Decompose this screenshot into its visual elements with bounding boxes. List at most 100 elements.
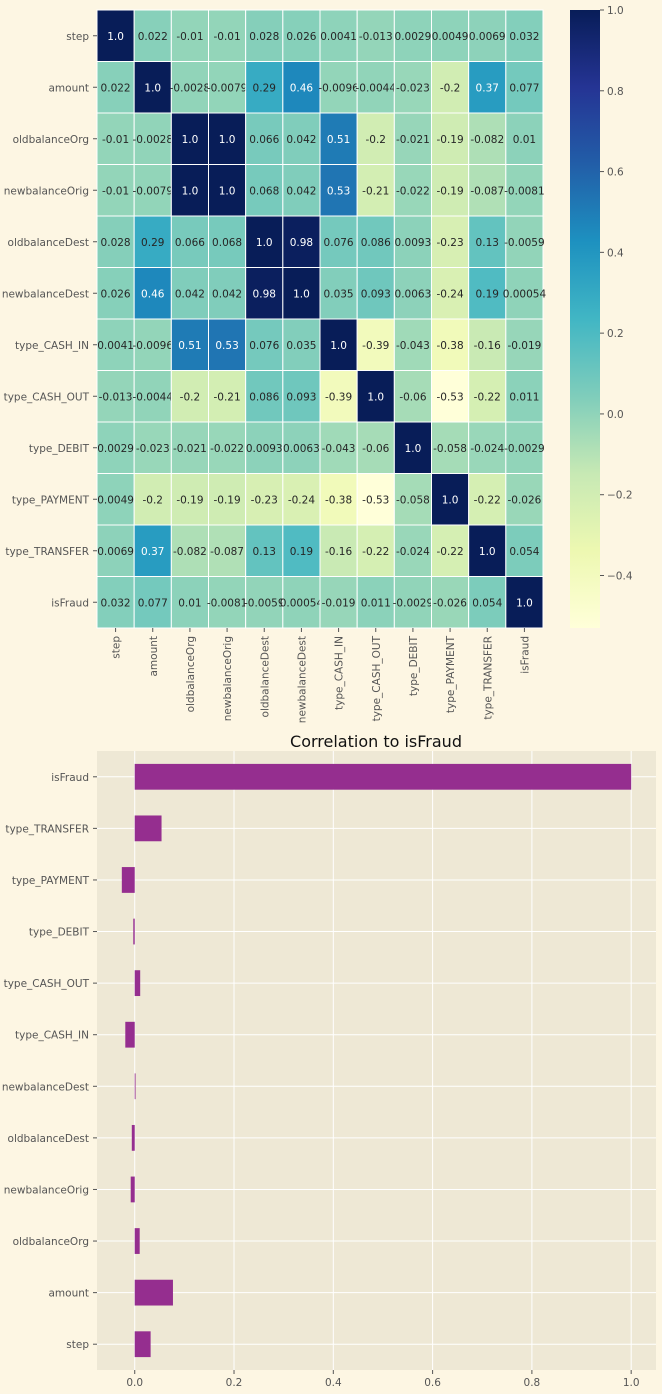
correlation-heatmap: 1.0 0.022 -0.01 -0.01 0.028 0.026 0.0041 -0.013… (2, 9, 546, 723)
bar-chart-y-tick-label: type_TRANSFER (5, 823, 89, 835)
heatmap-cell (96, 524, 135, 577)
heatmap-cell-label: -0.087 (470, 185, 504, 197)
heatmap-x-tick-label: step (111, 636, 123, 659)
heatmap-cell (319, 524, 358, 577)
heatmap-cell (282, 267, 321, 320)
heatmap-cell-label: -0.0059 (244, 597, 285, 609)
heatmap-cell (282, 61, 321, 114)
heatmap-cell-label: 0.028 (249, 31, 279, 43)
heatmap-cell-label: 1.0 (182, 134, 199, 146)
heatmap-cell-label: 0.077 (509, 82, 539, 94)
heatmap-cell-label: -0.22 (474, 494, 501, 506)
heatmap-cell (245, 370, 284, 423)
heatmap-cell-label: -0.0028 (170, 82, 211, 94)
heatmap-x-tick-label: newbalanceDest (296, 636, 308, 723)
bar-newbalanceDest (134, 1073, 136, 1100)
heatmap-cell (468, 318, 507, 371)
heatmap-cell-label: 1.0 (219, 134, 236, 146)
heatmap-cell-label: -0.022 (396, 185, 430, 197)
heatmap-cell-label: 0.042 (212, 288, 242, 300)
heatmap-cell-label: 0.0069 (469, 31, 506, 43)
bar-chart-y-tick-label: type_CASH_OUT (4, 978, 90, 990)
heatmap-cell-label: -0.24 (288, 494, 315, 506)
heatmap-cell-label: -0.021 (173, 443, 207, 455)
heatmap-cell-label: 0.0049 (432, 31, 469, 43)
heatmap-cell (245, 473, 284, 526)
heatmap-y-tick-label: oldbalanceOrg (13, 134, 89, 146)
heatmap-cell-label: -0.0096 (318, 82, 359, 94)
heatmap-cell (393, 164, 433, 217)
heatmap-cells: 1.0 0.022 -0.01 -0.01 0.028 0.026 0.0041 -0.013… (96, 9, 546, 629)
heatmap-cell-label: 0.0069 (97, 546, 134, 558)
heatmap-cell-label: -0.0044 (355, 82, 396, 94)
bar-chart-x-tick-label: 0.2 (226, 1377, 243, 1389)
heatmap-cell (245, 61, 284, 114)
heatmap-cell (319, 370, 358, 423)
colorbar-tick-label: 0.8 (607, 86, 624, 98)
bar-type_CASH_IN (125, 1021, 135, 1048)
heatmap-cell (431, 267, 470, 320)
heatmap-cell-label: 1.0 (330, 340, 347, 352)
heatmap-x-tick-labels: step amount oldbalanceOrg newbalanceOrig old… (111, 628, 531, 723)
heatmap-cell-label: 0.011 (509, 391, 539, 403)
heatmap-cell-label: -0.026 (433, 597, 467, 609)
heatmap-cell (133, 576, 172, 629)
heatmap-cell-label: 0.022 (138, 31, 168, 43)
heatmap-cell (282, 9, 321, 62)
heatmap-cell-label: 0.093 (286, 391, 316, 403)
heatmap-y-tick-label: oldbalanceDest (8, 237, 89, 249)
heatmap-cell-label: -0.22 (474, 391, 501, 403)
heatmap-cell-label: -0.0059 (504, 237, 545, 249)
heatmap-y-tick-label: isFraud (51, 597, 89, 609)
heatmap-cell-label: -0.21 (362, 185, 389, 197)
heatmap-cell-label: 0.068 (249, 185, 279, 197)
colorbar: 1.0 0.8 0.6 0.4 0.2 0.0 −0.2 −0.4 (570, 5, 633, 628)
heatmap-cell-label: -0.0029 (504, 443, 545, 455)
heatmap-x-tick-label: type_CASH_OUT (371, 635, 383, 721)
heatmap-cell (133, 318, 172, 371)
heatmap-cell-label: 0.0041 (320, 31, 357, 43)
heatmap-cell (170, 524, 209, 577)
heatmap-cell-label: 0.13 (253, 546, 276, 558)
heatmap-cell (133, 524, 172, 577)
heatmap-cell-label: -0.0044 (132, 391, 173, 403)
heatmap-cell-label: -0.21 (213, 391, 240, 403)
bar-chart-x-tick-label: 0.8 (524, 1377, 541, 1389)
heatmap-cell-label: -0.043 (396, 340, 430, 352)
heatmap-cell (208, 421, 247, 474)
heatmap-cell-label: 0.066 (175, 237, 205, 249)
heatmap-cell-label: -0.082 (173, 546, 207, 558)
colorbar-tick-label: 0.0 (607, 409, 624, 421)
heatmap-cell (505, 421, 544, 474)
heatmap-cell-label: -0.38 (436, 340, 463, 352)
heatmap-cell-label: 0.98 (253, 288, 276, 300)
heatmap-cell (431, 61, 470, 114)
heatmap-y-tick-label: newbalanceDest (2, 288, 89, 300)
heatmap-cell (356, 421, 395, 474)
heatmap-cell-label: 1.0 (479, 546, 496, 558)
colorbar-tick-label: −0.2 (607, 490, 633, 502)
heatmap-cell-label: 0.37 (476, 82, 499, 94)
heatmap-cell (356, 215, 395, 268)
heatmap-y-tick-label: type_TRANSFER (5, 546, 89, 558)
heatmap-cell-label: -0.53 (362, 494, 389, 506)
heatmap-cell (282, 576, 321, 629)
heatmap-cell (468, 370, 507, 423)
heatmap-cell-label: -0.39 (362, 340, 389, 352)
heatmap-cell (96, 318, 135, 371)
heatmap-cell-label: 0.19 (476, 288, 499, 300)
heatmap-cell (170, 215, 209, 268)
bar-type_PAYMENT (121, 867, 135, 893)
heatmap-cell-label: 0.37 (141, 546, 164, 558)
heatmap-cell-label: -0.082 (470, 134, 504, 146)
bar-chart-y-tick-label: type_DEBIT (29, 927, 90, 939)
heatmap-cell-label: 1.0 (219, 185, 236, 197)
bar-chart-y-tick-label: step (66, 1339, 89, 1351)
heatmap-cell (505, 164, 544, 217)
heatmap-x-tick-label: type_CASH_IN (334, 636, 346, 710)
colorbar-tick-label: 0.4 (607, 247, 624, 259)
heatmap-cell-label: 0.093 (361, 288, 391, 300)
heatmap-cell-label: 1.0 (367, 391, 384, 403)
heatmap-cell (208, 61, 247, 114)
heatmap-cell (319, 473, 358, 526)
